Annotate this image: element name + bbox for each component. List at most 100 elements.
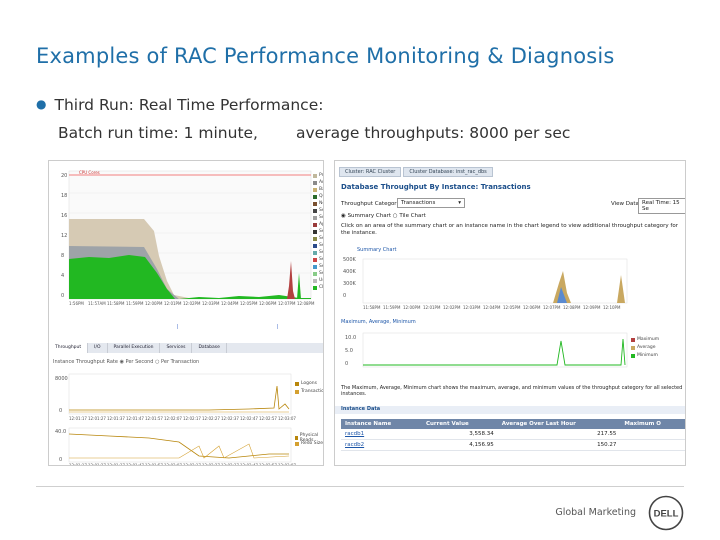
xtick-label: 12:06PM [523, 305, 541, 310]
slider-left-handle-icon[interactable]: ꟾ [177, 325, 179, 331]
per-second-radio[interactable]: ◉ Per Second [119, 359, 154, 365]
legend-swatch [631, 345, 635, 350]
xtick-label: 12:01:17 [69, 416, 87, 421]
legend-label: Transactions [301, 389, 324, 394]
legend-item[interactable]: Redo Size [295, 441, 323, 446]
summary-chart-radio[interactable]: ◉ Summary Chart [341, 213, 392, 219]
legend-item[interactable]: Maximum [631, 337, 659, 342]
ytick-label: 500K [343, 257, 356, 263]
instance-data-table: Instance Name Current Value Average Over L… [341, 419, 685, 451]
instance-throughput-radio-group: Instance Throughput Rate ◉ Per Second ○ … [53, 359, 199, 365]
ytick-label: 18 [61, 193, 68, 199]
legend-swatch [631, 353, 635, 358]
xtick-label: 12:02:57 [259, 416, 277, 421]
xtick-label: 12:02:37 [221, 416, 239, 421]
table-row: racdb1 3,558.34 217.55 [341, 429, 685, 440]
legend-swatch [313, 229, 317, 234]
tab-parallel-execution[interactable]: Parallel Execution [108, 343, 161, 353]
legend-item[interactable]: Pro [313, 173, 323, 178]
performance-screenshot-left: CPU Cores 20 18 16 12 8 4 0 1:56PM 11:57AM 11:58… [48, 160, 324, 466]
legend-item[interactable]: Ser [313, 257, 323, 262]
table-row: racdb2 4,156.95 150.27 [341, 439, 685, 451]
xtick-label: 12:08PM [563, 305, 581, 310]
legend-item[interactable]: Ser [313, 243, 323, 248]
xtick-label: 11:58PM [107, 301, 125, 306]
column-header[interactable]: Maximum O [620, 419, 685, 429]
legend-item[interactable]: Transactions [295, 389, 324, 394]
view-data-label: View Data [611, 201, 639, 207]
xtick-label: 12:07PM [278, 301, 296, 306]
legend-swatch [313, 278, 317, 283]
breadcrumb-cluster-database[interactable]: Cluster Database: inst_rac_dbs [403, 167, 493, 177]
xtick-label: 12:10PM [603, 305, 621, 310]
column-header[interactable]: Average Over Last Hour [497, 419, 621, 429]
legend-item[interactable]: Ser [313, 250, 323, 255]
legend-item[interactable]: Qu [313, 194, 323, 199]
ytick-label: 20 [61, 173, 68, 179]
legend-item[interactable]: Logons [295, 381, 317, 386]
legend-label: Ser [319, 250, 323, 255]
legend-item[interactable]: Us [313, 278, 323, 283]
xtick-label: 11:57AM [88, 301, 106, 306]
chevron-down-icon: ▾ [458, 200, 461, 206]
bullet-dot-icon: ● [36, 97, 47, 111]
legend-item[interactable]: CPU [313, 285, 323, 290]
ytick-label: 0 [343, 293, 347, 299]
summary-spike-tan [553, 271, 571, 303]
legend-swatch [313, 201, 317, 206]
tab-throughput[interactable]: Throughput [49, 343, 89, 353]
legend-swatch [313, 250, 317, 255]
summary-spike-blue [557, 287, 567, 303]
column-header[interactable]: Instance Name [341, 419, 422, 429]
footer-text: Global Marketing [555, 507, 636, 518]
legend-item[interactable]: Ne [313, 201, 323, 206]
legend-item[interactable]: Ser [313, 208, 323, 213]
per-transaction-radio[interactable]: ○ Per Transaction [155, 359, 200, 365]
tile-chart-radio[interactable]: ○ Tile Chart [392, 213, 426, 219]
column-header[interactable]: Current Value [421, 419, 498, 429]
legend-item[interactable]: Ser [313, 271, 323, 276]
instance-link[interactable]: racdb2 [345, 442, 365, 448]
legend-label: Ser [319, 271, 323, 276]
instance-name-cell: racdb1 [341, 429, 422, 440]
tab-database[interactable]: Database [192, 343, 227, 353]
legend-swatch [313, 264, 317, 269]
legend-item[interactable]: Ar [313, 180, 323, 185]
breadcrumb-cluster[interactable]: Cluster: RAC Cluster [339, 167, 402, 177]
legend-swatch [631, 337, 635, 342]
slide-title: Examples of RAC Performance Monitoring &… [36, 44, 615, 68]
xtick-label: 12:02:07 [164, 416, 182, 421]
legend-item[interactable]: Ser [313, 229, 323, 234]
legend-item[interactable]: Ser [313, 264, 323, 269]
legend-item[interactable]: Ap [313, 222, 323, 227]
xtick-label: 12:01PM [164, 301, 182, 306]
table-header-row: Instance Name Current Value Average Over L… [341, 419, 685, 429]
instance-link[interactable]: racdb1 [345, 431, 365, 437]
mid-ytick-top: 8000 [55, 376, 68, 382]
xtick-label: 12:04PM [483, 305, 501, 310]
throughput-category-select[interactable]: Transactions ▾ [397, 198, 465, 208]
legend-swatch [313, 208, 317, 213]
legend-swatch [295, 389, 299, 394]
legend-item[interactable]: Ba [313, 187, 323, 192]
legend-item[interactable]: Average [631, 345, 655, 350]
xtick-label: 12:04PM [221, 301, 239, 306]
legend-label: Ser [319, 229, 323, 234]
xtick-label: 12:01:17 [69, 463, 87, 466]
legend-label: Ser [319, 243, 323, 248]
throughput-category-label: Throughput Category [341, 201, 400, 207]
legend-item[interactable]: Ser [313, 236, 323, 241]
tab-services[interactable]: Services [160, 343, 193, 353]
legend-item[interactable]: Physical Reads [295, 433, 323, 443]
legend-item[interactable]: Minimum [631, 353, 658, 358]
slider-right-handle-icon[interactable]: ꟾ [277, 325, 279, 331]
ytick-label: 5.0 [345, 348, 353, 354]
xtick-label: 12:06PM [259, 301, 277, 306]
logo-text: DELL [654, 509, 679, 520]
legend-item[interactable]: Sc [313, 215, 323, 220]
current-value-cell: 4,156.95 [421, 439, 498, 451]
view-data-select[interactable]: Real Time: 15 Se [638, 198, 685, 214]
tab-i-o[interactable]: I/O [88, 343, 108, 353]
dell-logo-icon: DELL [648, 495, 684, 531]
active-sessions-chart: CPU Cores [68, 170, 312, 300]
